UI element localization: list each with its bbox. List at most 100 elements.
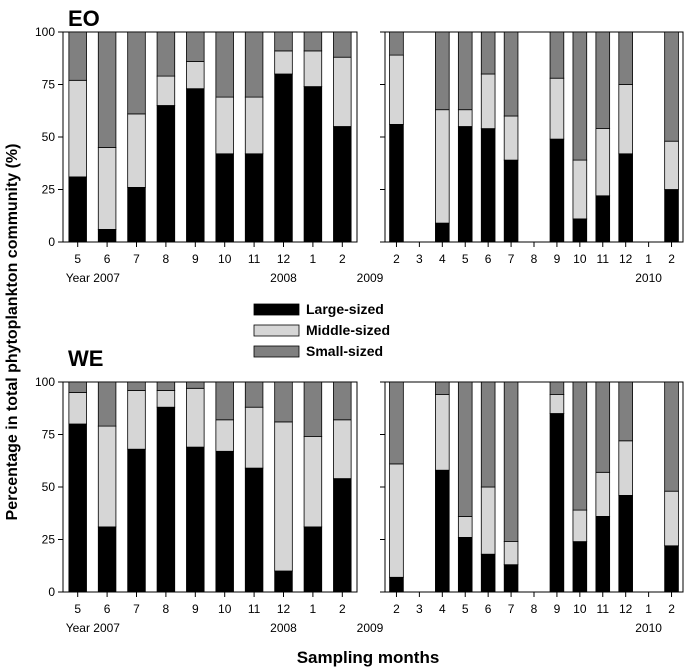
- bar-small-sized: [244, 381, 264, 408]
- legend-swatch: [253, 345, 300, 358]
- y-tick-label: 75: [42, 428, 56, 442]
- legend-item-large-sized: Large-sized: [253, 301, 384, 317]
- bar-middle-sized: [457, 516, 473, 538]
- x-tick-label: 12: [619, 602, 633, 616]
- bar-small-sized: [664, 381, 679, 492]
- x-tick-label: 8: [531, 252, 538, 266]
- bar-small-sized: [127, 31, 146, 115]
- bar-middle-sized: [215, 96, 234, 155]
- x-tick-label: 7: [508, 252, 515, 266]
- x-tick-label: 10: [573, 252, 587, 266]
- year-label: 2009: [357, 621, 384, 635]
- bar-middle-sized: [503, 115, 519, 161]
- x-tick-label: 9: [554, 252, 561, 266]
- bar-middle-sized: [572, 159, 588, 220]
- legend-swatch: [253, 324, 300, 337]
- bar-small-sized: [215, 381, 234, 421]
- x-tick-label: 9: [192, 602, 199, 616]
- bar-middle-sized: [244, 96, 264, 155]
- bar-large-sized: [127, 186, 146, 243]
- x-tick-label: 2: [339, 602, 346, 616]
- x-tick-label: 2: [668, 252, 675, 266]
- bar-middle-sized: [618, 440, 633, 496]
- bar-small-sized: [480, 31, 496, 75]
- bar-large-sized: [572, 541, 588, 593]
- bar-middle-sized: [664, 490, 679, 547]
- bar-large-sized: [503, 564, 519, 593]
- x-tick-label: 3: [416, 252, 423, 266]
- x-tick-label: 1: [310, 252, 317, 266]
- bar-small-sized: [549, 31, 565, 79]
- bar-small-sized: [156, 31, 176, 77]
- bar-large-sized: [186, 446, 205, 593]
- x-tick-label: 1: [645, 252, 652, 266]
- bar-middle-sized: [186, 387, 205, 448]
- bar-large-sized: [156, 406, 176, 593]
- x-tick-label: 7: [508, 602, 515, 616]
- bar-large-sized: [244, 467, 264, 593]
- bar-middle-sized: [503, 541, 519, 566]
- bar-middle-sized: [572, 509, 588, 543]
- bar-middle-sized: [68, 79, 87, 178]
- bar-small-sized: [97, 31, 117, 148]
- bar-small-sized: [549, 381, 565, 396]
- year-label: 2010: [635, 621, 662, 635]
- bar-large-sized: [186, 88, 205, 243]
- bar-large-sized: [503, 159, 519, 243]
- bar-large-sized: [389, 124, 404, 243]
- x-tick-label: 10: [573, 602, 587, 616]
- x-tick-label: 1: [310, 602, 317, 616]
- bar-large-sized: [97, 228, 117, 243]
- bar-large-sized: [572, 218, 588, 243]
- bar-middle-sized: [618, 84, 633, 155]
- bar-large-sized: [68, 176, 87, 243]
- bar-middle-sized: [215, 419, 234, 452]
- bar-large-sized: [595, 195, 611, 243]
- x-tick-label: 6: [485, 602, 492, 616]
- bar-small-sized: [389, 381, 404, 465]
- bar-large-sized: [664, 189, 679, 243]
- bar-large-sized: [215, 450, 234, 593]
- x-tick-label: 9: [554, 602, 561, 616]
- bar-large-sized: [664, 545, 679, 593]
- bar-large-sized: [618, 153, 633, 243]
- year-label: 2008: [270, 271, 297, 285]
- y-tick-label: 25: [42, 183, 56, 197]
- bar-middle-sized: [435, 109, 450, 224]
- bar-large-sized: [303, 86, 323, 243]
- bar-large-sized: [480, 128, 496, 243]
- bar-small-sized: [333, 31, 352, 58]
- bar-middle-sized: [333, 419, 352, 479]
- x-tick-label: 11: [597, 252, 610, 266]
- bar-small-sized: [215, 31, 234, 98]
- x-tick-label: 7: [133, 602, 140, 616]
- bar-middle-sized: [127, 113, 146, 188]
- x-tick-label: 4: [439, 602, 446, 616]
- bar-middle-sized: [97, 425, 117, 528]
- year-label: Year 2007: [66, 271, 121, 285]
- x-tick-label: 11: [248, 602, 261, 616]
- x-tick-label: 12: [277, 252, 291, 266]
- bar-small-sized: [303, 31, 323, 52]
- bar-small-sized: [333, 381, 352, 421]
- panel-title-eo: EO: [68, 6, 100, 31]
- legend-label: Small-sized: [306, 343, 383, 359]
- bar-large-sized: [215, 153, 234, 243]
- x-tick-label: 2: [393, 602, 400, 616]
- bar-middle-sized: [435, 394, 450, 471]
- bar-large-sized: [68, 423, 87, 593]
- y-tick-label: 0: [48, 585, 55, 599]
- bar-large-sized: [549, 413, 565, 593]
- bar-small-sized: [618, 381, 633, 442]
- bar-large-sized: [595, 516, 611, 593]
- bar-small-sized: [503, 381, 519, 543]
- bar-middle-sized: [127, 389, 146, 450]
- plot-frame: [384, 31, 684, 243]
- bar-large-sized: [244, 153, 264, 243]
- bar-middle-sized: [274, 50, 293, 75]
- x-tick-label: 8: [531, 602, 538, 616]
- legend-label: Large-sized: [306, 301, 384, 317]
